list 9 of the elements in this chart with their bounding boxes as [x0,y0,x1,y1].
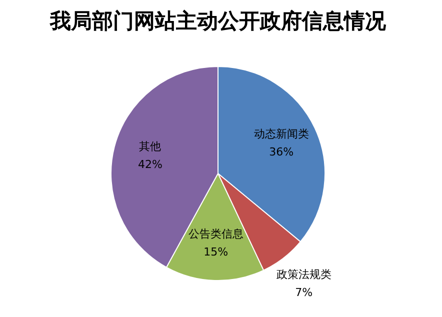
data-label: 15% [204,245,228,258]
chart-title: 我局部门网站主动公开政府信息情况 [49,9,387,33]
data-label: 36% [269,146,294,159]
slice-label: 政策法规类 [276,268,332,282]
data-label: 42% [138,158,162,172]
slice-label: 其他 [139,140,162,154]
slice-label: 动态新闻类 [254,128,309,141]
slice-label: 公告类信息 [188,227,244,240]
data-label: 7% [295,286,313,300]
